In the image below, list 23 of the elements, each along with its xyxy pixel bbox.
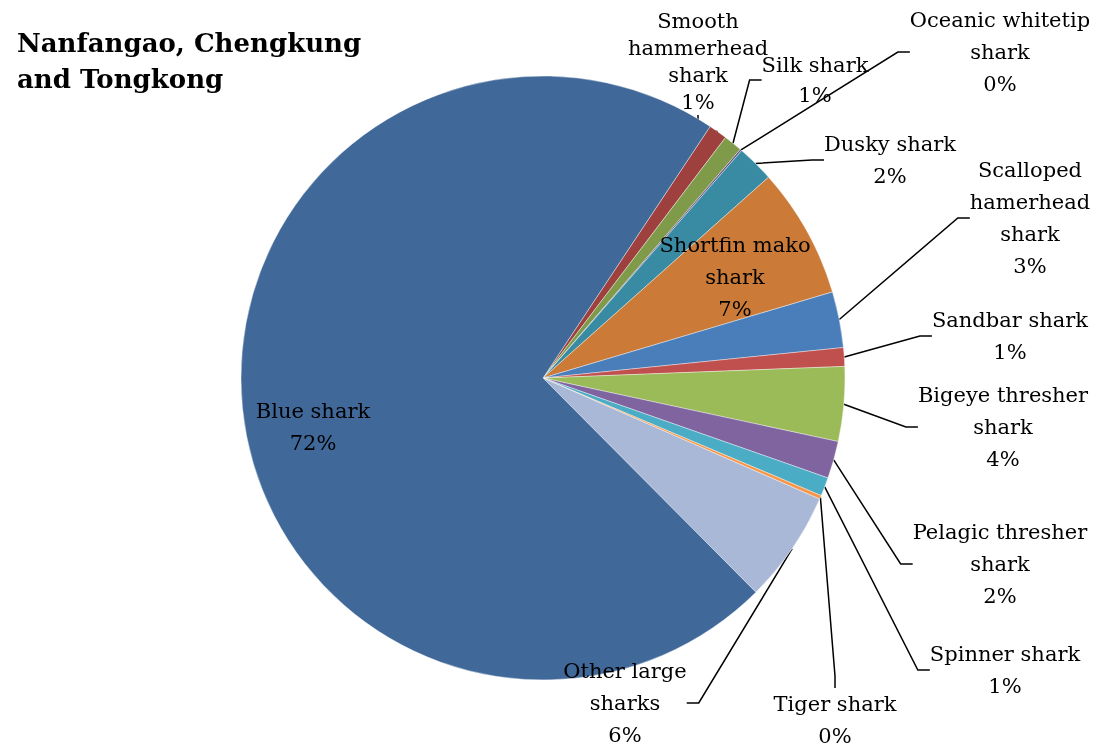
slice-label: Blue shark	[255, 399, 371, 423]
data-label: 0%	[983, 72, 1017, 96]
data-label: 4%	[986, 447, 1020, 471]
data-label: 1%	[798, 83, 832, 107]
text: Nanfangao, Chengkung and Tongkong	[17, 28, 371, 94]
slice-label: Tiger shark	[773, 692, 897, 716]
slice-label: Sandbar shark	[931, 308, 1089, 332]
data-label: 1%	[681, 89, 715, 114]
data-label: 7%	[718, 297, 752, 321]
slice-label: Dusky shark	[824, 132, 957, 156]
data-label: 2%	[873, 164, 907, 188]
data-label: 2%	[983, 584, 1017, 608]
slice-label: Bigeye thresher shark	[917, 383, 1090, 439]
data-label: 3%	[1013, 254, 1047, 278]
slice-label: Spinner shark	[929, 642, 1081, 666]
slice-label: Scalloped hamerhead shark	[969, 158, 1091, 246]
data-label: 6%	[608, 723, 642, 747]
slice-label: Oceanic whitetip shark	[909, 8, 1091, 64]
slice-label: Pelagic thresher shark	[912, 520, 1089, 576]
data-label: 72%	[289, 431, 337, 455]
data-label: 1%	[993, 340, 1027, 364]
data-label: 1%	[988, 674, 1022, 698]
data-label: 0%	[818, 724, 852, 748]
